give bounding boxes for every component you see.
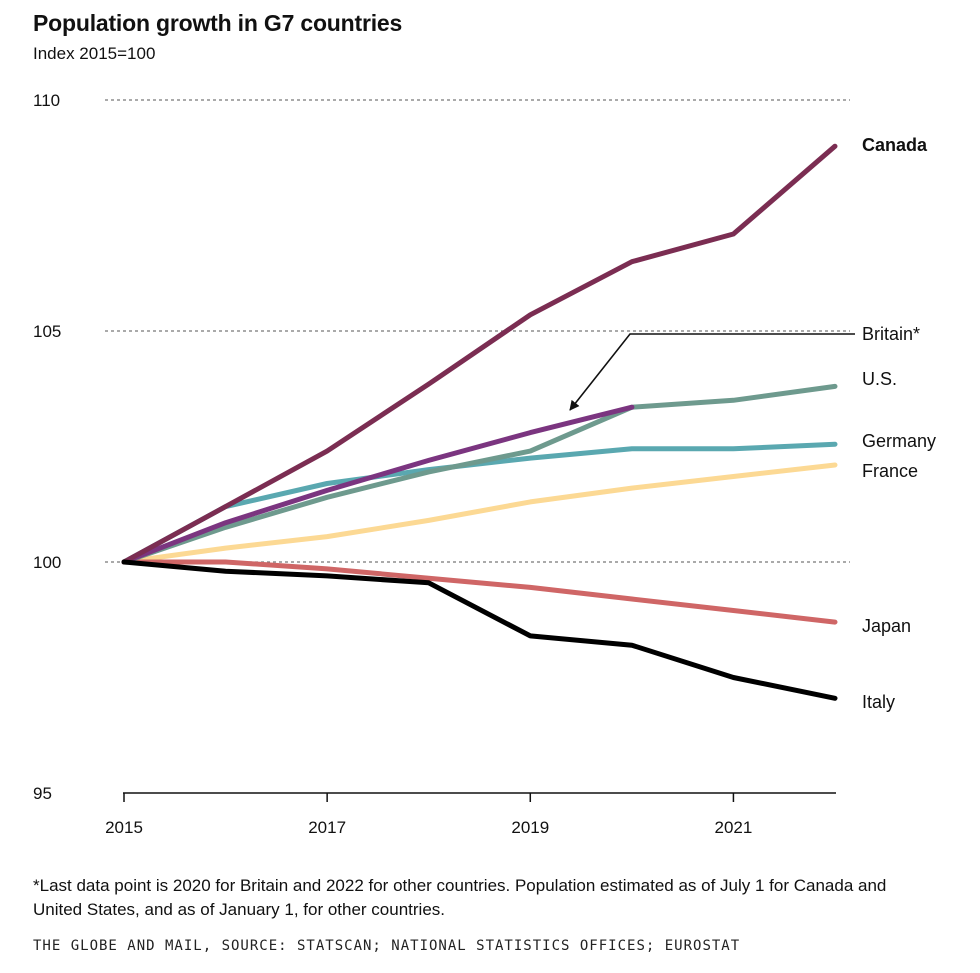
series-label-france: France	[862, 461, 918, 481]
series-label-canada: Canada	[862, 135, 928, 155]
series-label-italy: Italy	[862, 692, 895, 712]
line-chart: 95 100 105 110 2015 2017 2019 2021 Canada Britai…	[33, 91, 936, 837]
chart-title: Population growth in G7 countries	[33, 10, 403, 36]
footnote: *Last data point is 2020 for Britain and…	[33, 876, 887, 919]
x-tick-label: 2019	[511, 818, 549, 837]
britain-leader-arrow	[569, 333, 855, 411]
gridlines	[105, 99, 850, 563]
series-label-britain: Britain*	[862, 324, 920, 344]
series-labels: Canada Britain* U.S. Germany France Japan Ital…	[862, 135, 936, 712]
y-tick-label: 105	[33, 322, 61, 341]
source-credit: THE GLOBE AND MAIL, SOURCE: STATSCAN; NA…	[33, 938, 741, 954]
series-line-britain	[121, 404, 635, 565]
series-label-germany: Germany	[862, 431, 936, 451]
y-tick-label: 95	[33, 784, 52, 803]
axes: 95 100 105 110 2015 2017 2019 2021	[33, 91, 836, 837]
series-line-canada	[121, 143, 838, 565]
series-label-japan: Japan	[862, 616, 911, 636]
x-tick-label: 2021	[715, 818, 753, 837]
series-label-us: U.S.	[862, 369, 897, 389]
y-tick-label: 100	[33, 553, 61, 572]
series-line-us	[121, 383, 838, 565]
series-lines	[121, 143, 838, 701]
series-line-italy	[121, 559, 838, 701]
series-line-france	[121, 462, 838, 565]
y-tick-label: 110	[33, 91, 60, 110]
chart-subtitle: Index 2015=100	[33, 44, 156, 63]
x-tick-label: 2017	[308, 818, 346, 837]
britain-annotation	[569, 333, 855, 411]
series-line-japan	[121, 559, 838, 625]
x-tick-label: 2015	[105, 818, 143, 837]
